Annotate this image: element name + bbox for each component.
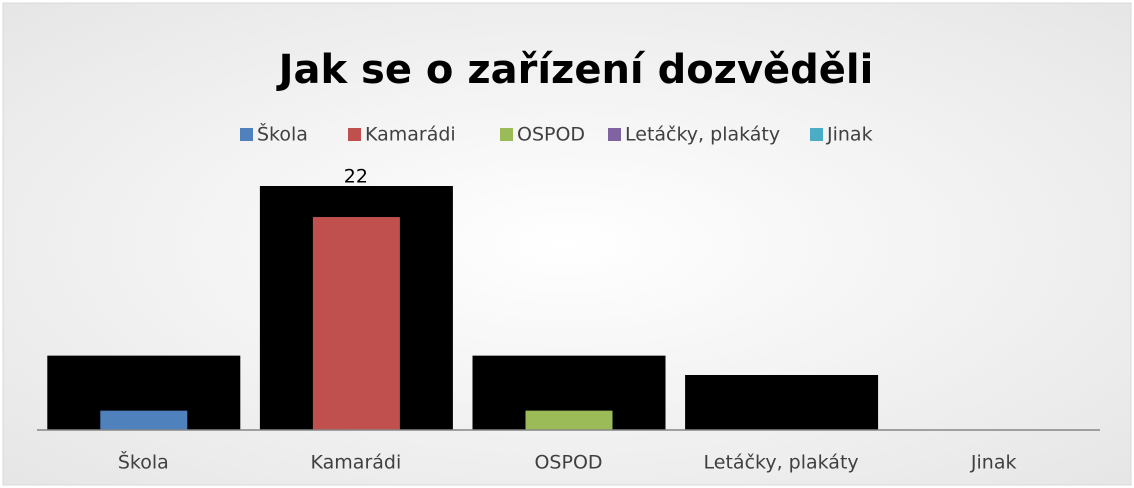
label-box	[685, 375, 879, 430]
x-tick-label: Kamarádi	[311, 452, 402, 474]
x-tick-label: Jinak	[970, 452, 1017, 474]
legend-label: Kamarádi	[365, 124, 456, 146]
x-tick-label: OSPOD	[534, 452, 602, 474]
chart-title: Jak se o zařízení dozvěděli	[276, 47, 874, 93]
plot-area: Škola2Kamarádi22OSPOD2Letáčky, plakátyJi…	[47, 166, 1016, 474]
bar	[312, 217, 400, 430]
legend-swatch	[810, 128, 823, 141]
legend-swatch	[608, 128, 621, 141]
legend-swatch	[240, 128, 253, 141]
legend-label: OSPOD	[517, 124, 585, 146]
legend-label: Jinak	[826, 124, 873, 146]
x-tick-label: Škola	[118, 450, 169, 474]
bar	[100, 410, 188, 430]
legend: Škola Kamarádi OSPOD Letáčky, plakáty Jinak	[240, 122, 873, 146]
x-tick-label: Letáčky, plakáty	[704, 452, 859, 474]
bar	[525, 410, 613, 430]
legend-swatch	[348, 128, 361, 141]
legend-label: Škola	[257, 122, 308, 146]
legend-label: Letáčky, plakáty	[625, 124, 780, 146]
legend-swatch	[500, 128, 513, 141]
value-label: 22	[344, 166, 368, 188]
